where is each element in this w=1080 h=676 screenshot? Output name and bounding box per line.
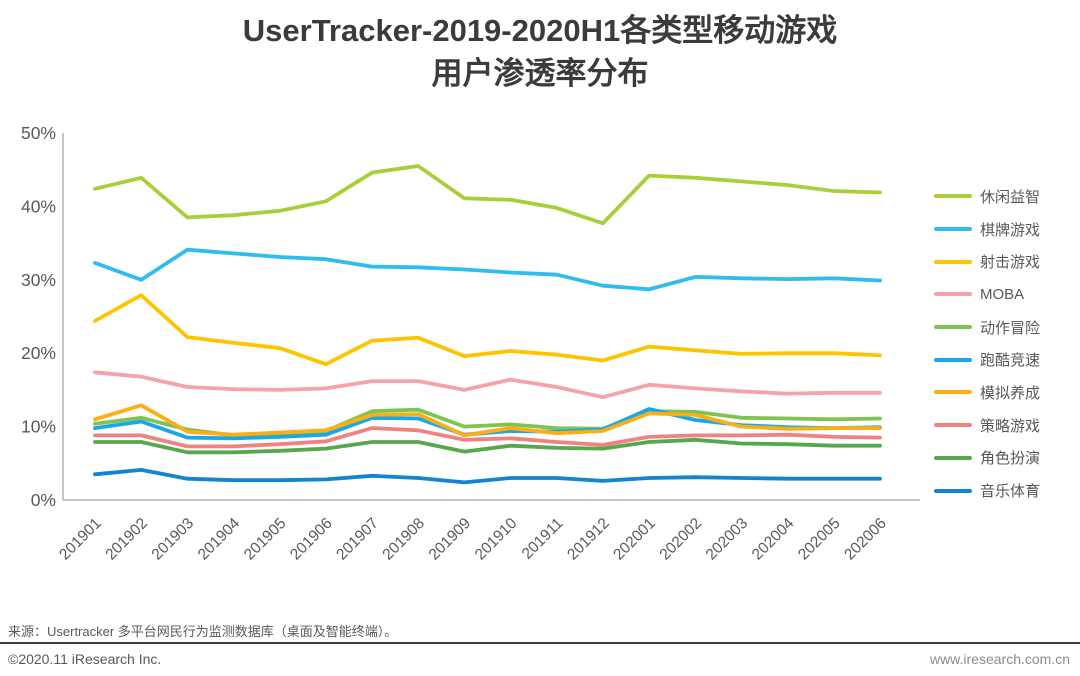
- series-line-MOBA: [93, 370, 882, 400]
- x-tick-label: 202001: [610, 515, 659, 564]
- legend-swatch: [934, 488, 972, 493]
- y-tick-label: 0%: [31, 490, 56, 510]
- legend-swatch: [934, 292, 972, 297]
- x-tick-label: 202004: [749, 515, 798, 564]
- legend-swatch: [934, 227, 972, 232]
- legend-item: 策略游戏: [934, 409, 1040, 442]
- y-tick-label: 30%: [21, 270, 56, 290]
- series-line-休闲益智: [93, 164, 882, 226]
- chart-title-line-1: UserTracker-2019-2020H1各类型移动游戏: [242, 13, 838, 48]
- footer-website: www.iresearch.com.cn: [929, 651, 1070, 667]
- footer-divider: [0, 642, 1080, 644]
- footer-copyright: ©2020.11 iResearch Inc.: [8, 651, 162, 667]
- legend-item: MOBA: [934, 278, 1040, 311]
- legend-label: 跑酷竞速: [980, 352, 1041, 370]
- legend-swatch: [934, 423, 972, 428]
- x-tick-label: 201904: [195, 515, 244, 564]
- line-chart-canvas: 0%10%20%30%40%50%20190120190220190320190…: [21, 123, 920, 564]
- legend-label: 音乐体育: [980, 483, 1041, 501]
- legend-item: 动作冒险: [934, 311, 1040, 344]
- x-tick-label: 202006: [841, 515, 890, 564]
- legend-label: 角色扮演: [980, 450, 1041, 468]
- legend-label: 动作冒险: [980, 319, 1041, 337]
- legend-label: 休闲益智: [980, 188, 1041, 206]
- legend-label: 策略游戏: [980, 417, 1041, 435]
- legend-item: 音乐体育: [934, 474, 1040, 507]
- chart-title-line-2: 用户渗透率分布: [431, 55, 649, 91]
- legend-label: 模拟养成: [980, 384, 1041, 402]
- legend-swatch: [934, 325, 972, 330]
- legend-item: 休闲益智: [934, 180, 1040, 213]
- series-line-角色扮演: [93, 437, 882, 455]
- legend-item: 角色扮演: [934, 442, 1040, 475]
- legend-item: 模拟养成: [934, 376, 1040, 409]
- legend-item: 射击游戏: [934, 245, 1040, 278]
- legend-swatch: [934, 390, 972, 395]
- legend-swatch: [934, 194, 972, 199]
- legend-item: 棋牌游戏: [934, 213, 1040, 246]
- x-tick-label: 202003: [703, 515, 752, 564]
- series-line-策略游戏: [93, 426, 882, 449]
- x-tick-label: 201906: [287, 515, 336, 564]
- x-tick-label: 201903: [149, 515, 198, 564]
- series-line-音乐体育: [93, 467, 882, 485]
- x-tick-label: 201909: [426, 515, 475, 564]
- footer-source-note: 来源：Usertracker 多平台网民行为监测数据库（桌面及智能终端）。: [8, 624, 398, 639]
- x-tick-label: 201905: [241, 515, 290, 564]
- legend: 休闲益智棋牌游戏射击游戏 MOBA 动作冒险跑酷竞速模拟养成策略游戏角色扮演音乐体育: [934, 180, 1040, 507]
- series-line-射击游戏: [93, 293, 882, 367]
- legend-label: 棋牌游戏: [980, 221, 1041, 239]
- legend-swatch: [934, 455, 972, 460]
- series-line-棋牌游戏: [93, 247, 882, 292]
- x-tick-label: 201911: [519, 515, 567, 563]
- x-tick-label: 202005: [795, 515, 844, 564]
- x-tick-label: 201912: [564, 515, 613, 564]
- legend-item: 跑酷竞速: [934, 343, 1040, 376]
- legend-swatch: [934, 259, 972, 264]
- x-tick-label: 201901: [56, 515, 105, 564]
- x-tick-label: 201908: [379, 515, 428, 564]
- y-tick-label: 10%: [21, 417, 56, 437]
- chart-title: UserTracker-2019-2020H1各类型移动游戏 用户渗透率分布: [0, 10, 1080, 96]
- legend-label: MOBA: [980, 285, 1025, 303]
- y-tick-label: 50%: [21, 123, 56, 143]
- x-tick-label: 201902: [102, 515, 151, 564]
- x-tick-label: 201910: [472, 515, 521, 564]
- x-tick-label: 201907: [333, 515, 382, 564]
- legend-swatch: [934, 357, 972, 362]
- y-tick-label: 20%: [21, 343, 56, 363]
- legend-label: 射击游戏: [980, 254, 1041, 272]
- x-tick-label: 202002: [657, 515, 706, 564]
- y-tick-label: 40%: [21, 196, 56, 216]
- series-line-模拟养成: [93, 403, 882, 438]
